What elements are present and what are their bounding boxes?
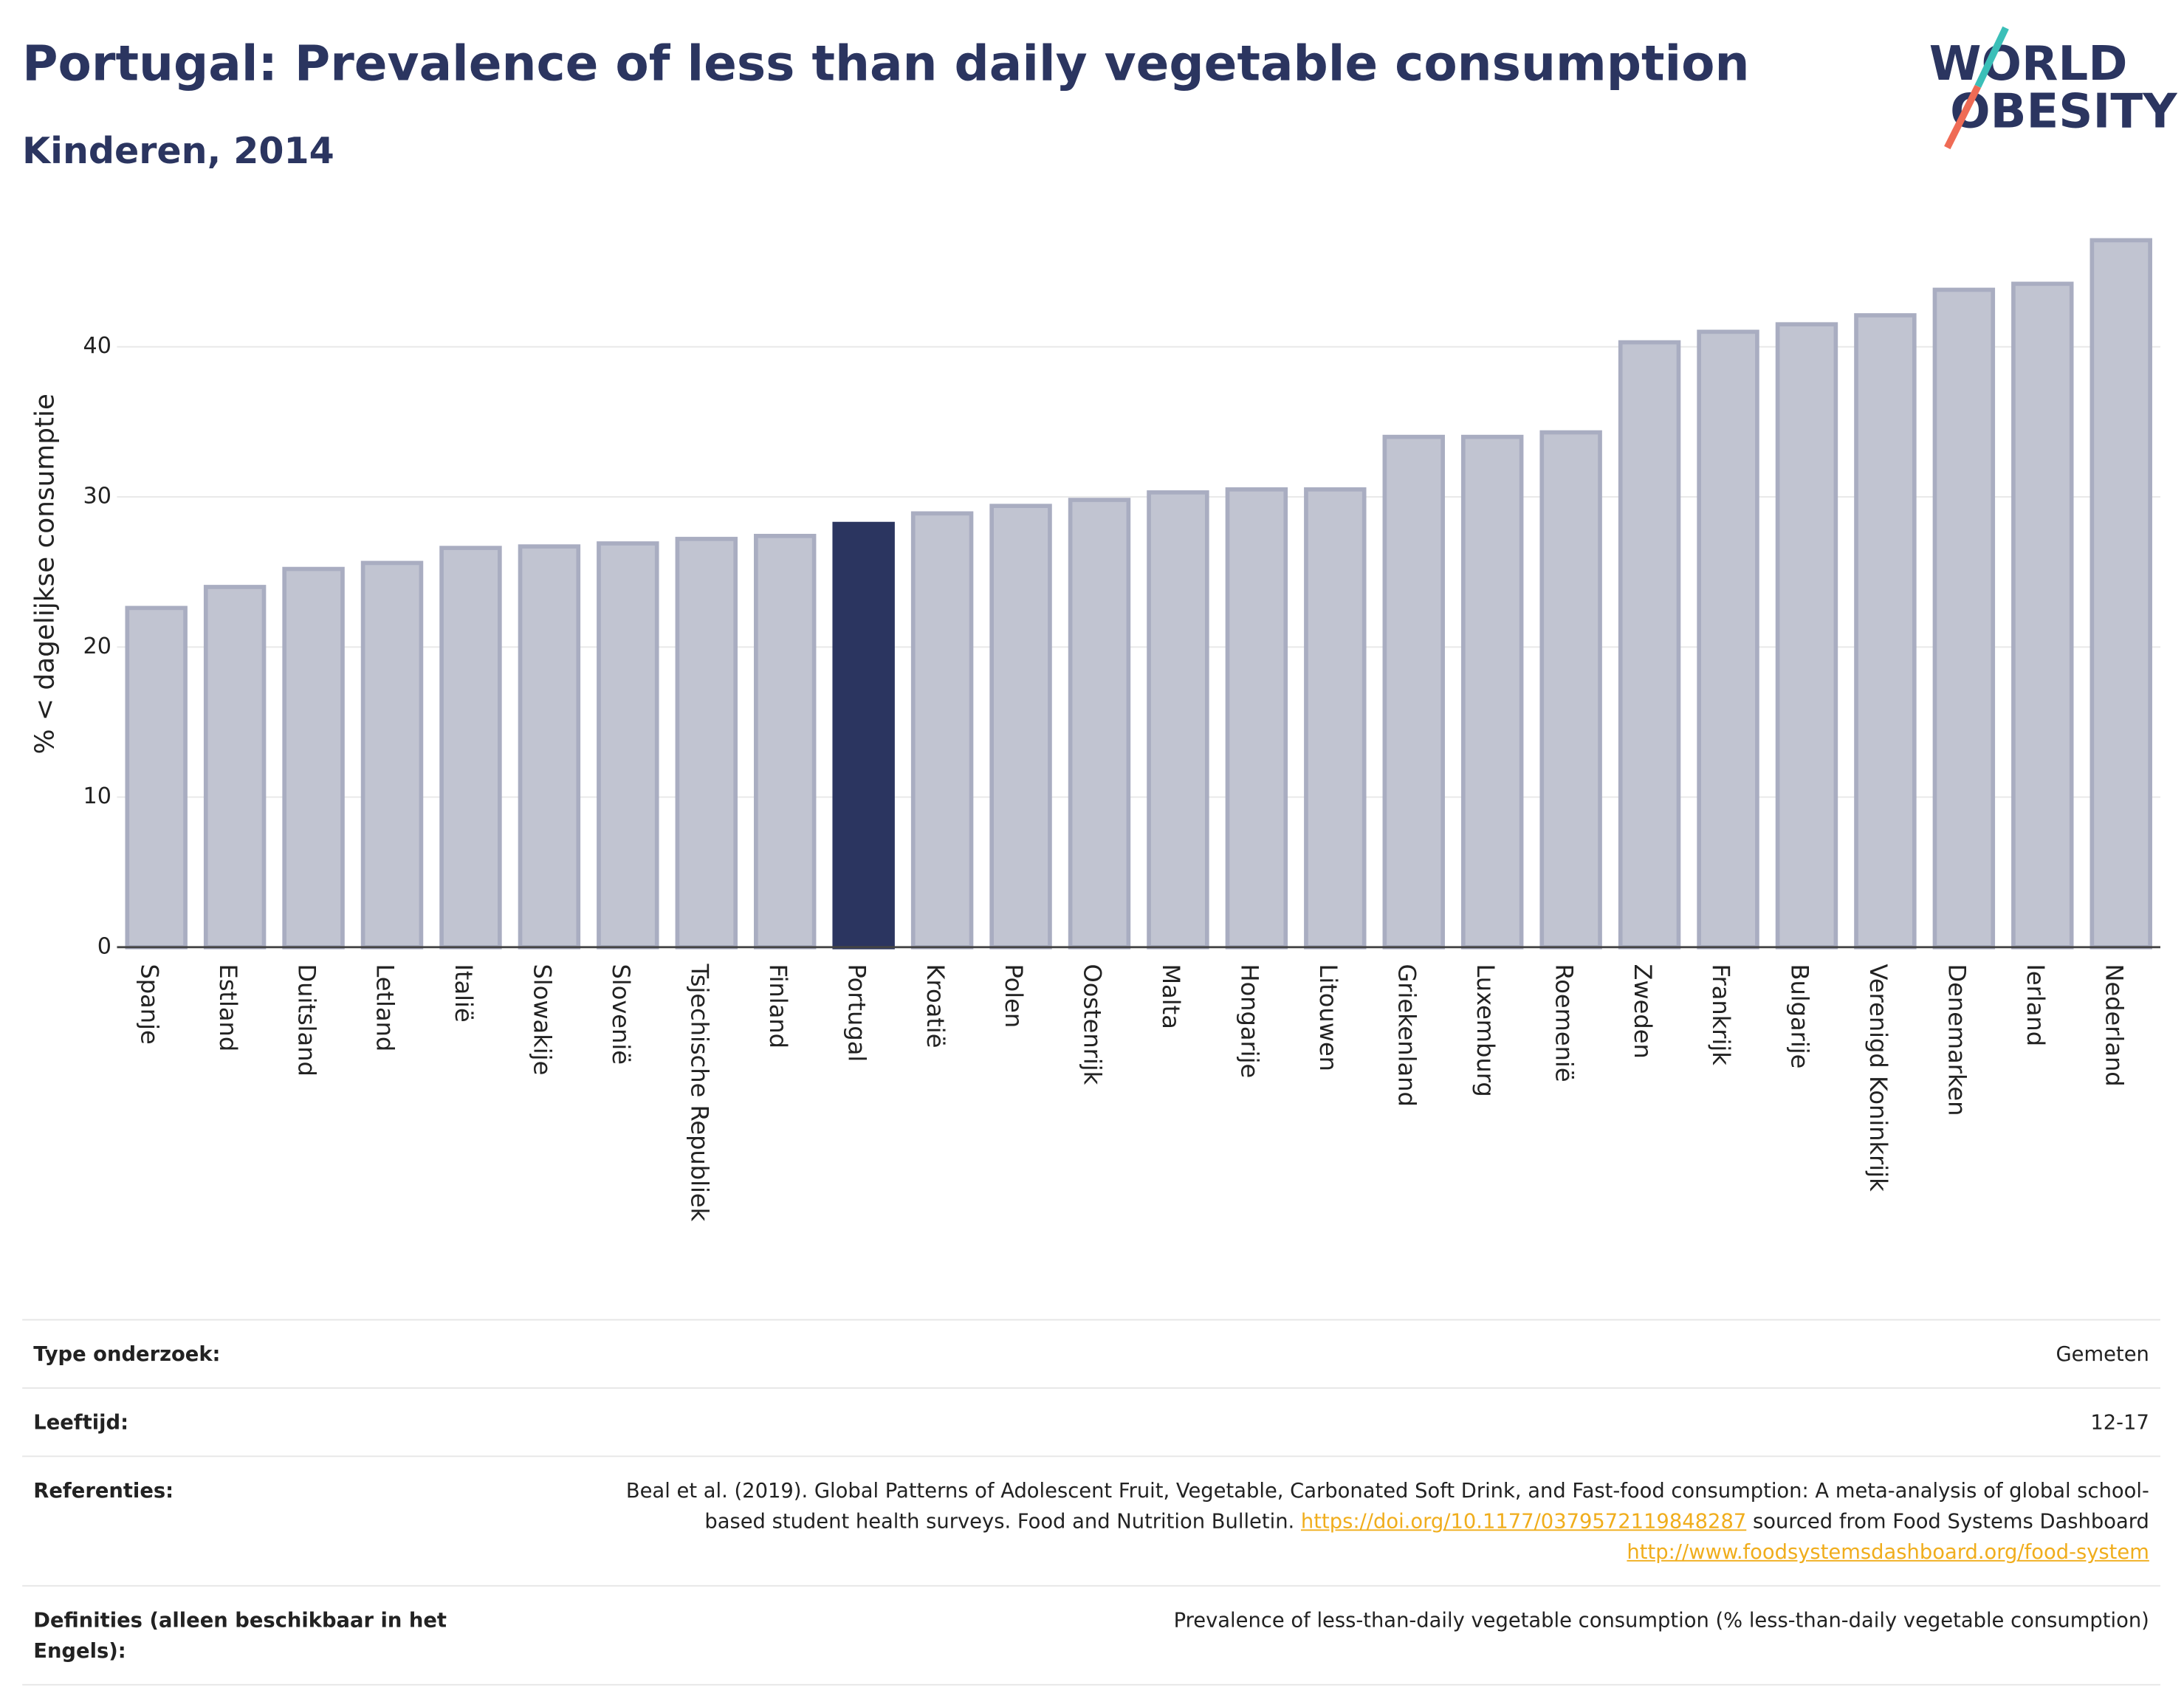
bar xyxy=(989,504,1052,950)
x-tick-label: Bulgarije xyxy=(1786,964,1814,1068)
y-axis-label: % < dagelijkse consumptie xyxy=(30,394,60,754)
link[interactable]: http://www.foodsystemsdashboard.org/food… xyxy=(1627,1542,2149,1565)
x-tick-label: Slovenië xyxy=(607,964,635,1065)
logo-text: WORLD xyxy=(1929,36,2128,92)
bar xyxy=(1225,487,1288,950)
text: sourced from Food Systems Dashboard xyxy=(1752,1511,2149,1534)
y-tick-label: 10 xyxy=(83,783,111,809)
bar xyxy=(910,511,974,950)
x-tick-label: Denemarken xyxy=(1943,964,1971,1116)
bar xyxy=(1932,287,1996,950)
bar xyxy=(203,585,267,950)
info-table: Type onderzoek: Gemeten Leeftijd: 12-17 Refe… xyxy=(22,1319,2160,1686)
x-tick-label: Estland xyxy=(214,964,242,1051)
bar xyxy=(597,541,659,950)
bar xyxy=(1304,487,1367,950)
info-row: Referenties: Beal et al. (2019). Global P… xyxy=(22,1455,2160,1585)
y-tick-label: 0 xyxy=(97,933,111,959)
x-tick-label: Hongarije xyxy=(1236,964,1264,1078)
info-value: Beal et al. (2019). Global Patterns of A… xyxy=(589,1477,2149,1569)
x-tick-label: Zweden xyxy=(1629,964,1657,1058)
bar xyxy=(2089,238,2152,950)
info-value: Prevalence of less-than-daily vegetable … xyxy=(1173,1610,2149,1633)
x-tick-label: Kroatië xyxy=(921,964,950,1048)
link[interactable]: https://doi.org/10.1177/0379572119848287 xyxy=(1300,1511,1747,1534)
info-row: Leeftijd: 12-17 xyxy=(22,1387,2160,1455)
x-tick-label: Nederland xyxy=(2100,964,2128,1086)
bar xyxy=(1854,313,1917,950)
x-tick-label: Ierland xyxy=(2022,964,2050,1046)
y-tick-label: 30 xyxy=(83,483,111,509)
x-tick-label: Malta xyxy=(1157,964,1185,1029)
logo-text: OBESITY xyxy=(1950,83,2178,139)
y-tick-label: 20 xyxy=(83,634,111,659)
x-tick-label: Spanje xyxy=(135,964,163,1044)
bar xyxy=(1147,490,1209,950)
bar xyxy=(1618,340,1681,950)
chart: Portugal: Prevalence of less than daily … xyxy=(22,26,2178,1222)
x-tick-label: Slowakije xyxy=(529,964,557,1075)
bar xyxy=(1539,430,1602,950)
bar xyxy=(1382,434,1445,950)
info-label: Definities (alleen beschikbaar in het En… xyxy=(33,1610,447,1664)
x-tick-label: Oostenrijk xyxy=(1079,964,1107,1085)
bar xyxy=(360,560,424,950)
info-row: Definities (alleen beschikbaar in het En… xyxy=(22,1585,2160,1686)
chart-title: Portugal: Prevalence of less than daily … xyxy=(22,35,1749,92)
x-tick-label: Tsjechische Republiek xyxy=(685,963,713,1221)
info-label: Leeftijd: xyxy=(33,1412,129,1435)
bar xyxy=(675,537,738,950)
y-tick-label: 40 xyxy=(83,333,111,359)
logo-slash xyxy=(1974,26,2009,88)
x-tick-label: Roemenië xyxy=(1550,964,1578,1082)
bar xyxy=(1460,434,1524,950)
info-value: 12-17 xyxy=(2090,1412,2149,1435)
bar xyxy=(754,534,817,950)
bar xyxy=(1068,498,1131,950)
chart-subtitle: Kinderen, 2014 xyxy=(22,129,334,172)
bar xyxy=(125,605,188,950)
x-tick-label: Litouwen xyxy=(1314,964,1342,1071)
info-label: Referenties: xyxy=(33,1480,174,1503)
bar xyxy=(518,544,581,950)
logo: WORLD OBESITY xyxy=(1929,26,2178,150)
x-tick-label: Luxemburg xyxy=(1472,964,1500,1096)
x-tick-label: Verenigd Koninkrijk xyxy=(1864,964,1892,1192)
info-label: Type onderzoek: xyxy=(33,1344,221,1367)
bar xyxy=(2011,281,2074,950)
bar xyxy=(282,566,345,950)
x-tick-label: Italië xyxy=(450,964,478,1022)
x-tick-label: Duitsland xyxy=(292,964,320,1076)
logo-slash xyxy=(1944,84,1982,150)
text: Beal et al. (2019). Global Patterns of A… xyxy=(625,1480,2149,1534)
x-tick-label: Frankrijk xyxy=(1707,964,1735,1065)
x-tick-label: Portugal xyxy=(842,964,870,1062)
x-tick-label: Letland xyxy=(371,964,399,1051)
info-row: Type onderzoek: Gemeten xyxy=(22,1319,2160,1387)
bar xyxy=(439,546,502,950)
bar xyxy=(1775,322,1838,950)
bar xyxy=(832,521,895,950)
x-tick-label: Polen xyxy=(1000,964,1028,1028)
info-value: Gemeten xyxy=(2056,1344,2149,1367)
bar xyxy=(1697,329,1759,950)
x-tick-label: Griekenland xyxy=(1393,964,1421,1106)
x-tick-label: Finland xyxy=(764,964,792,1048)
